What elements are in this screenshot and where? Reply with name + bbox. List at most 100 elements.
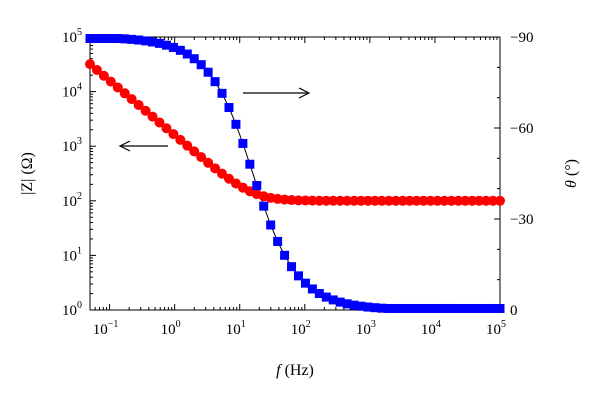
phase-angle-point	[231, 119, 241, 129]
impedance-magnitude-point	[432, 195, 443, 206]
impedance-magnitude-point	[425, 195, 436, 206]
phase-angle-point	[196, 60, 206, 70]
impedance-magnitude-point	[390, 195, 401, 206]
y-right-tick-label: 0	[510, 303, 518, 319]
phase-angle-point	[106, 34, 116, 44]
y-right-tick-label: −90	[510, 30, 533, 46]
impedance-magnitude-point	[321, 195, 332, 206]
impedance-magnitude-point	[383, 195, 394, 206]
impedance-magnitude-point	[175, 134, 186, 145]
phase-angle-point	[189, 54, 199, 64]
impedance-magnitude-point	[376, 195, 387, 206]
phase-angle-point	[168, 42, 178, 52]
y-right-tick-label: −60	[510, 121, 533, 137]
phase-angle-point	[280, 250, 290, 260]
impedance-magnitude-point	[411, 195, 422, 206]
y-left-tick-label: 101	[62, 245, 82, 264]
impedance-magnitude-point	[112, 82, 123, 93]
y-left-tick-label: 104	[62, 82, 82, 101]
impedance-magnitude-point	[397, 195, 408, 206]
x-axis-title: f (Hz)	[276, 362, 314, 379]
phase-angle-point	[412, 303, 422, 313]
impedance-magnitude-point	[98, 70, 109, 81]
phase-angle-point	[363, 302, 373, 312]
impedance-magnitude-point	[418, 195, 429, 206]
impedance-magnitude-point	[453, 195, 464, 206]
phase-angle-point	[203, 67, 213, 77]
impedance-magnitude-point	[147, 111, 158, 122]
annotations	[118, 87, 311, 152]
phase-angle-point	[273, 236, 283, 246]
phase-angle-point	[127, 34, 137, 44]
impedance-magnitude-point	[328, 195, 339, 206]
impedance-magnitude-point	[349, 195, 360, 206]
phase-angle-point	[328, 295, 338, 305]
phase-angle-point	[161, 40, 171, 50]
impedance-magnitude-point	[217, 168, 228, 179]
impedance-magnitude-point	[362, 195, 373, 206]
impedance-magnitude-point	[404, 195, 415, 206]
phase-angle-point	[99, 34, 109, 44]
x-tick-label: 102	[291, 319, 311, 338]
right-arrow-head	[298, 87, 311, 99]
impedance-magnitude-point	[126, 94, 137, 105]
phase-angle-point	[321, 292, 331, 302]
impedance-magnitude-point	[474, 195, 485, 206]
phase-angle-point	[314, 289, 324, 299]
phase-angle-point	[217, 88, 227, 98]
impedance-magnitude-point	[481, 195, 492, 206]
impedance-magnitude-point	[91, 64, 102, 75]
impedance-magnitude-point	[203, 157, 214, 168]
left-arrow-head	[118, 140, 131, 152]
impedance-magnitude-point	[154, 117, 165, 128]
phase-angle-point	[474, 303, 484, 313]
impedance-magnitude-point	[369, 195, 380, 206]
phase-angle-point	[154, 38, 164, 48]
phase-angle-point	[446, 303, 456, 313]
phase-angle-point	[238, 138, 248, 148]
phase-angle-point	[384, 303, 394, 313]
y-left-tick-label: 102	[62, 191, 82, 210]
phase-angle-point	[467, 303, 477, 313]
phase-angle-point	[287, 262, 297, 272]
phase-angle-point	[182, 49, 192, 59]
x-tick-label: 104	[421, 319, 441, 338]
phase-angle-point	[259, 201, 269, 211]
phase-angle-point	[453, 303, 463, 313]
y-left-axis-title: |Z| (Ω)	[19, 152, 36, 195]
phase-angle-point	[495, 303, 505, 313]
impedance-magnitude-point	[488, 195, 499, 206]
x-tick-label: 105	[486, 319, 506, 338]
phase-angle-point	[488, 303, 498, 313]
impedance-magnitude-point	[182, 140, 193, 151]
phase-angle-point	[356, 301, 366, 311]
impedance-magnitude-point	[314, 195, 325, 206]
phase-angle-point	[148, 37, 158, 47]
impedance-magnitude-point	[460, 195, 471, 206]
impedance-magnitude-point	[307, 195, 318, 206]
phase-angle-point	[426, 303, 436, 313]
impedance-magnitude-point	[335, 195, 346, 206]
phase-angle-point	[439, 303, 449, 313]
impedance-magnitude-point	[119, 88, 130, 99]
phase-angle-point	[134, 35, 144, 45]
phase-angle-point	[370, 303, 380, 313]
phase-angle-point	[85, 34, 95, 44]
impedance-magnitude-point	[105, 76, 116, 87]
x-tick-label: 100	[161, 319, 181, 338]
phase-angle-point	[377, 303, 387, 313]
impedance-magnitude-point	[168, 129, 179, 140]
impedance-magnitude-point	[467, 195, 478, 206]
impedance-magnitude-point	[85, 59, 95, 70]
phase-angle-point	[307, 284, 317, 294]
x-tick-label: 10−1	[93, 319, 119, 338]
phase-angle-point	[92, 34, 102, 44]
impedance-magnitude-point	[161, 123, 172, 134]
phase-angle-point	[293, 271, 303, 281]
phase-angle-point	[419, 303, 429, 313]
impedance-magnitude-point	[196, 152, 207, 163]
impedance-magnitude-point	[293, 195, 304, 206]
phase-angle-point	[175, 45, 185, 55]
x-tick-label: 103	[356, 319, 376, 338]
